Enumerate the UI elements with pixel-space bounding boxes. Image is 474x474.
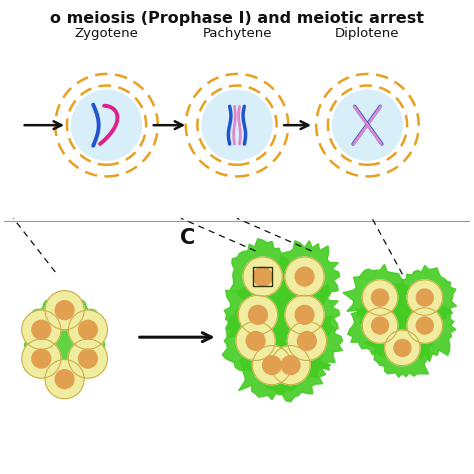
Circle shape bbox=[416, 317, 433, 334]
Circle shape bbox=[45, 291, 84, 330]
Polygon shape bbox=[343, 264, 414, 328]
Circle shape bbox=[202, 90, 272, 160]
Circle shape bbox=[271, 346, 310, 385]
Circle shape bbox=[68, 339, 108, 378]
Circle shape bbox=[248, 305, 267, 324]
Text: C: C bbox=[181, 228, 196, 248]
Circle shape bbox=[55, 370, 74, 389]
Circle shape bbox=[385, 330, 420, 365]
Polygon shape bbox=[365, 316, 433, 377]
Circle shape bbox=[407, 308, 443, 343]
Polygon shape bbox=[274, 307, 343, 379]
Circle shape bbox=[372, 289, 389, 306]
Circle shape bbox=[79, 320, 97, 339]
Circle shape bbox=[32, 349, 51, 368]
Polygon shape bbox=[270, 279, 339, 347]
Circle shape bbox=[79, 349, 97, 368]
Text: Pachytene: Pachytene bbox=[202, 27, 272, 40]
Circle shape bbox=[22, 310, 61, 349]
Polygon shape bbox=[224, 281, 295, 346]
Polygon shape bbox=[348, 295, 414, 357]
Circle shape bbox=[253, 267, 272, 286]
Circle shape bbox=[333, 90, 402, 160]
Circle shape bbox=[285, 295, 324, 334]
Circle shape bbox=[238, 295, 278, 334]
Polygon shape bbox=[24, 296, 105, 378]
Circle shape bbox=[246, 331, 265, 350]
Text: o meiosis (Prophase I) and meiotic arrest: o meiosis (Prophase I) and meiotic arres… bbox=[50, 11, 424, 26]
Circle shape bbox=[285, 257, 324, 296]
Text: Zygotene: Zygotene bbox=[74, 27, 138, 40]
Circle shape bbox=[281, 356, 300, 374]
Circle shape bbox=[416, 289, 433, 306]
Circle shape bbox=[263, 356, 282, 374]
Circle shape bbox=[362, 280, 398, 315]
Circle shape bbox=[236, 321, 275, 361]
Circle shape bbox=[362, 308, 398, 343]
Circle shape bbox=[243, 257, 282, 296]
Polygon shape bbox=[270, 241, 339, 309]
Circle shape bbox=[68, 310, 108, 349]
Bar bbox=[253, 267, 272, 286]
Circle shape bbox=[394, 339, 411, 356]
Circle shape bbox=[295, 305, 314, 324]
Circle shape bbox=[252, 346, 292, 385]
Text: Diplotene: Diplotene bbox=[335, 27, 400, 40]
Circle shape bbox=[407, 280, 443, 315]
Circle shape bbox=[298, 331, 316, 350]
Polygon shape bbox=[254, 332, 331, 401]
Polygon shape bbox=[230, 239, 299, 311]
Circle shape bbox=[45, 360, 84, 399]
Circle shape bbox=[295, 267, 314, 286]
Circle shape bbox=[72, 90, 141, 160]
Polygon shape bbox=[222, 306, 288, 374]
Polygon shape bbox=[391, 265, 456, 329]
Polygon shape bbox=[392, 292, 456, 362]
Circle shape bbox=[22, 339, 61, 378]
Circle shape bbox=[287, 321, 327, 361]
Circle shape bbox=[372, 317, 389, 334]
Polygon shape bbox=[237, 327, 305, 400]
Circle shape bbox=[55, 301, 74, 319]
Circle shape bbox=[32, 320, 51, 339]
